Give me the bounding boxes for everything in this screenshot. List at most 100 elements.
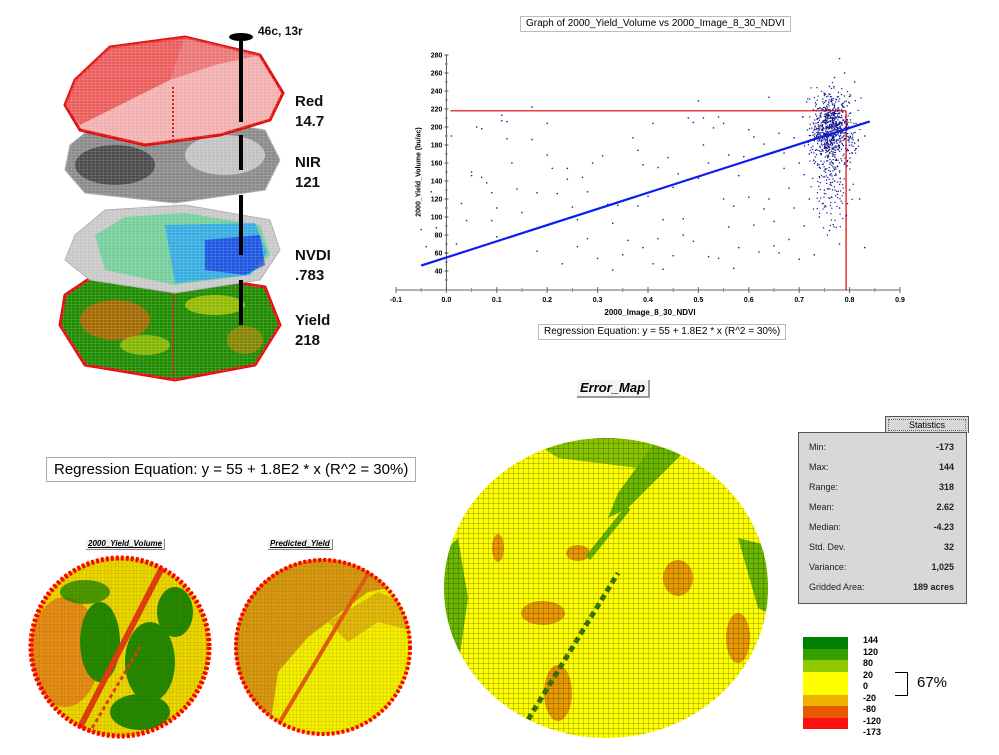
cluster-point <box>833 146 835 148</box>
cluster-point <box>828 128 830 130</box>
cluster-point <box>824 143 826 145</box>
data-point <box>738 174 740 177</box>
cluster-point <box>824 171 827 173</box>
legend-label: 0 <box>863 681 869 691</box>
cluster-point <box>808 134 810 137</box>
cluster-point <box>825 144 827 146</box>
data-point <box>828 229 831 232</box>
cluster-point <box>822 120 824 122</box>
cluster-point <box>827 136 829 138</box>
cluster-point <box>820 132 822 134</box>
cluster-point <box>840 141 842 143</box>
cluster-point <box>844 116 846 118</box>
cluster-point <box>815 109 817 112</box>
data-point <box>808 198 810 200</box>
y-tick-label: 200 <box>431 125 443 132</box>
cluster-point <box>843 135 845 137</box>
cluster-point <box>823 119 825 121</box>
cluster-point <box>834 112 837 115</box>
cluster-point <box>819 107 821 109</box>
cluster-point <box>831 104 834 106</box>
data-point <box>657 237 659 240</box>
cluster-point <box>842 145 845 147</box>
cluster-point <box>831 123 833 125</box>
cluster-point <box>825 122 827 124</box>
cluster-point <box>818 135 820 137</box>
cluster-point <box>819 114 821 117</box>
cluster-point <box>821 148 823 151</box>
cluster-point <box>821 125 824 127</box>
cluster-point <box>835 124 837 126</box>
legend-color-band <box>803 637 848 649</box>
cluster-point <box>822 103 825 105</box>
cluster-point <box>842 187 844 189</box>
cluster-point <box>815 129 817 131</box>
data-point <box>727 226 730 228</box>
cluster-point <box>823 132 825 134</box>
cluster-point <box>829 188 831 190</box>
stat-label: Median: <box>809 522 842 532</box>
cluster-point <box>842 132 844 134</box>
cluster-point <box>820 122 822 124</box>
cluster-point <box>811 127 813 129</box>
cluster-point <box>832 139 834 141</box>
cluster-point <box>815 113 817 115</box>
cluster-point <box>823 134 825 136</box>
red-band-value: 14.7 <box>295 113 325 130</box>
cluster-point <box>809 116 811 118</box>
cluster-point <box>818 175 820 178</box>
data-point <box>551 167 553 170</box>
cluster-point <box>829 143 832 145</box>
cluster-point <box>837 91 840 94</box>
cluster-point <box>815 127 818 129</box>
cluster-point <box>847 126 849 128</box>
cluster-point <box>828 149 830 151</box>
data-point <box>455 243 458 245</box>
cluster-point <box>833 104 836 106</box>
cluster-point <box>812 145 814 147</box>
cluster-point <box>830 160 832 162</box>
cluster-point <box>831 161 834 164</box>
cluster-point <box>829 124 831 126</box>
cluster-point <box>848 95 850 98</box>
cluster-point <box>830 141 832 144</box>
cluster-point <box>825 175 827 177</box>
cluster-point <box>851 138 853 140</box>
cluster-point <box>829 123 831 125</box>
y-tick-label: 120 <box>431 197 443 204</box>
x-tick-label: 0.7 <box>794 297 804 304</box>
cluster-point <box>832 170 834 172</box>
cluster-point <box>816 87 818 89</box>
data-point <box>612 269 614 271</box>
cluster-point <box>829 130 831 133</box>
cluster-point <box>843 137 845 140</box>
cluster-point <box>833 142 835 144</box>
data-point <box>652 263 654 265</box>
cluster-point <box>810 186 812 188</box>
cluster-point <box>831 175 833 177</box>
data-point <box>475 126 478 128</box>
data-point <box>470 171 473 173</box>
cluster-point <box>828 140 830 142</box>
y-tick-label: 220 <box>431 107 443 114</box>
cluster-point <box>827 150 829 153</box>
cluster-point <box>832 109 834 111</box>
cluster-point <box>841 108 843 111</box>
cluster-point <box>830 96 832 98</box>
cluster-point <box>829 174 831 176</box>
cluster-point <box>821 109 823 111</box>
data-point <box>783 152 785 154</box>
cluster-point <box>835 174 837 176</box>
scatter-chart: -0.1 0.0 0.1 0.2 0.3 0.4 0.5 0.6 0.7 0.8 0.9 40 60 80… <box>390 53 905 305</box>
cluster-point <box>815 122 817 124</box>
cluster-point <box>822 130 824 132</box>
cluster-point <box>857 145 860 147</box>
statistics-tab[interactable]: Statistics <box>885 416 969 433</box>
cluster-point <box>829 183 831 186</box>
cluster-point <box>814 156 816 158</box>
cluster-point <box>846 90 849 93</box>
cluster-point <box>838 100 840 102</box>
cluster-point <box>829 111 831 113</box>
cluster-point <box>847 121 849 123</box>
cluster-point <box>817 140 819 142</box>
